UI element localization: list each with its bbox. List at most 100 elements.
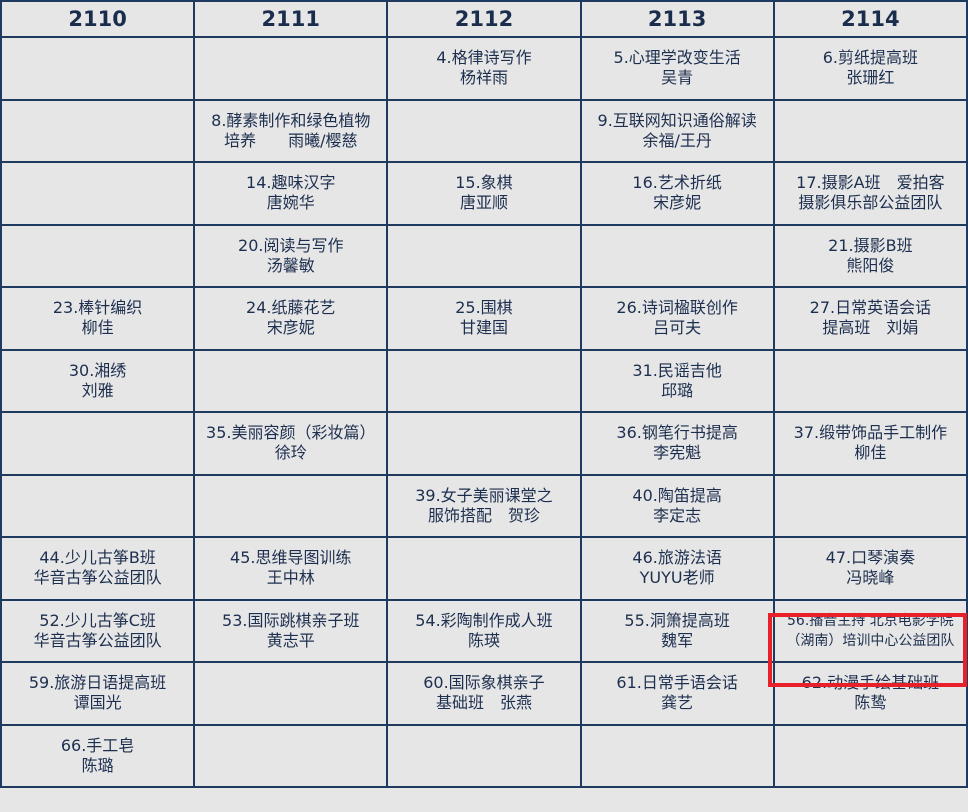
room-header: 2114	[772, 0, 968, 38]
empty-cell	[0, 223, 196, 288]
class-title: 4.格律诗写作	[436, 48, 532, 68]
class-title: 14.趣味汉字	[246, 173, 336, 193]
room-header: 2111	[193, 0, 389, 38]
room-header: 2112	[386, 0, 582, 38]
class-title: 61.日常手语会话	[616, 673, 738, 693]
class-teacher: 唐亚顺	[459, 193, 508, 213]
empty-cell	[0, 161, 196, 226]
class-cell: 36.钢笔行书提高 李宪魁	[579, 411, 775, 476]
class-title: 16.艺术折纸	[632, 173, 722, 193]
empty-cell	[579, 223, 775, 288]
class-teacher: 杨祥雨	[459, 68, 508, 88]
class-teacher: 培养 雨曦/樱慈	[224, 130, 358, 150]
class-teacher: 华音古筝公益团队	[33, 568, 162, 588]
class-teacher: 宋彦妮	[653, 193, 702, 213]
class-teacher: YUYU老师	[639, 568, 715, 588]
class-teacher: 魏军	[661, 630, 694, 650]
class-cell: 25.围棋 甘建国	[386, 286, 582, 351]
class-title: 17.摄影A班 爱拍客	[796, 173, 945, 193]
empty-cell	[386, 536, 582, 601]
class-title: 21.摄影B班	[828, 235, 913, 255]
empty-cell	[772, 473, 968, 538]
class-cell: 54.彩陶制作成人班 陈瑛	[386, 598, 582, 663]
empty-cell	[193, 661, 389, 726]
class-title: 37.缎带饰品手工制作	[793, 423, 948, 443]
table-row: 30.湘绣 刘雅 31.民谣吉他 邱璐	[0, 348, 968, 413]
class-cell: 59.旅游日语提高班 谭国光	[0, 661, 196, 726]
class-teacher: 甘建国	[459, 318, 508, 338]
class-cell: 27.日常英语会话 提高班 刘娟	[772, 286, 968, 351]
class-teacher: 龚艺	[661, 693, 694, 713]
table-row: 52.少儿古筝C班 华音古筝公益团队 53.国际跳棋亲子班 黄志平 54.彩陶制作成人班…	[0, 598, 968, 663]
class-cell: 30.湘绣 刘雅	[0, 348, 196, 413]
class-teacher: 李宪魁	[653, 443, 702, 463]
class-title: 5.心理学改变生活	[613, 48, 741, 68]
class-teacher: 陈瑛	[467, 630, 500, 650]
table-row: 8.酵素制作和绿色植物 培养 雨曦/樱慈 9.互联网知识通俗解读 余福/王丹	[0, 98, 968, 163]
class-teacher: 唐婉华	[266, 193, 315, 213]
class-teacher: 陈璐	[81, 755, 114, 775]
class-cell: 61.日常手语会话 龚艺	[579, 661, 775, 726]
class-cell: 60.国际象棋亲子 基础班 张燕	[386, 661, 582, 726]
class-teacher: 华音古筝公益团队	[33, 630, 162, 650]
class-title: 15.象棋	[455, 173, 513, 193]
table-row: 39.女子美丽课堂之 服饰搭配 贺珍 40.陶笛提高 李定志	[0, 473, 968, 538]
class-teacher: 李定志	[653, 505, 702, 525]
class-title: 36.钢笔行书提高	[616, 423, 738, 443]
class-cell: 40.陶笛提高 李定志	[579, 473, 775, 538]
class-title: 40.陶笛提高	[632, 485, 722, 505]
class-schedule-table: 2110 2111 2112 2113 2114 4.格律诗写作 杨祥雨 5.心理学改变生活…	[0, 0, 968, 788]
class-title: 39.女子美丽课堂之	[415, 485, 553, 505]
class-cell: 15.象棋 唐亚顺	[386, 161, 582, 226]
class-title: 26.诗词楹联创作	[616, 298, 738, 318]
class-cell: 53.国际跳棋亲子班 黄志平	[193, 598, 389, 663]
empty-cell	[386, 348, 582, 413]
class-teacher: 吕可夫	[653, 318, 702, 338]
class-cell: 37.缎带饰品手工制作 柳佳	[772, 411, 968, 476]
class-title: 56.播音主持 北京电影学院	[787, 612, 954, 629]
class-title: 9.互联网知识通俗解读	[597, 110, 757, 130]
class-cell: 47.口琴演奏 冯晓峰	[772, 536, 968, 601]
empty-cell	[772, 98, 968, 163]
table-row: 66.手工皂 陈璐	[0, 723, 968, 788]
class-teacher: 王中林	[266, 568, 315, 588]
class-title: 27.日常英语会话	[809, 298, 932, 318]
class-title: 53.国际跳棋亲子班	[222, 610, 360, 630]
class-teacher: 服饰搭配 贺珍	[427, 505, 540, 525]
class-teacher: 陈鸷	[854, 693, 887, 713]
class-cell: 16.艺术折纸 宋彦妮	[579, 161, 775, 226]
class-teacher: 摄影俱乐部公益团队	[798, 193, 943, 213]
class-teacher: 谭国光	[73, 693, 122, 713]
class-teacher: 邱璐	[661, 380, 694, 400]
class-teacher: 柳佳	[81, 318, 114, 338]
class-cell: 20.阅读与写作 汤馨敏	[193, 223, 389, 288]
empty-cell	[579, 723, 775, 788]
empty-cell	[386, 723, 582, 788]
class-cell: 26.诗词楹联创作 吕可夫	[579, 286, 775, 351]
class-teacher: 基础班 张燕	[435, 693, 532, 713]
class-title: 24.纸藤花艺	[246, 298, 336, 318]
class-cell: 23.棒针编织 柳佳	[0, 286, 196, 351]
class-title: 55.洞箫提高班	[624, 610, 730, 630]
table-row: 4.格律诗写作 杨祥雨 5.心理学改变生活 吴青 6.剪纸提高班 张珊红	[0, 36, 968, 101]
class-title: 6.剪纸提高班	[822, 48, 919, 68]
class-title: 47.口琴演奏	[825, 548, 916, 568]
class-title: 46.旅游法语	[632, 548, 722, 568]
empty-cell	[193, 348, 389, 413]
class-cell: 39.女子美丽课堂之 服饰搭配 贺珍	[386, 473, 582, 538]
empty-cell	[386, 98, 582, 163]
table-row: 23.棒针编织 柳佳 24.纸藤花艺 宋彦妮 25.围棋 甘建国 26.诗词楹联创作 吕可夫 2…	[0, 286, 968, 351]
empty-cell	[386, 411, 582, 476]
class-teacher: 熊阳俊	[846, 255, 895, 275]
table-row: 20.阅读与写作 汤馨敏 21.摄影B班 熊阳俊	[0, 223, 968, 288]
class-cell: 9.互联网知识通俗解读 余福/王丹	[579, 98, 775, 163]
class-title: 31.民谣吉他	[632, 360, 722, 380]
class-title: 30.湘绣	[68, 360, 127, 380]
class-cell: 5.心理学改变生活 吴青	[579, 36, 775, 101]
class-cell: 62.动漫手绘基础班 陈鸷	[772, 661, 968, 726]
empty-cell	[0, 411, 196, 476]
class-cell: 66.手工皂 陈璐	[0, 723, 196, 788]
empty-cell	[193, 723, 389, 788]
class-cell: 21.摄影B班 熊阳俊	[772, 223, 968, 288]
class-cell: 6.剪纸提高班 张珊红	[772, 36, 968, 101]
